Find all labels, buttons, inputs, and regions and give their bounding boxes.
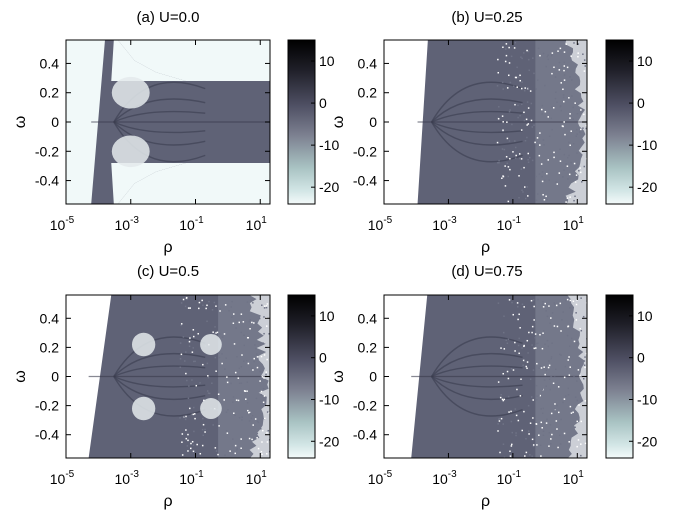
x-tick-label: 10-5 xyxy=(50,215,75,233)
colorbar-tick-label: 10 xyxy=(319,53,335,69)
colorbar-tick-label: -20 xyxy=(319,433,339,449)
x-tick-label: 10-3 xyxy=(432,215,457,233)
y-tick-label: -0.4 xyxy=(353,173,377,189)
x-tick-label: 101 xyxy=(563,215,585,233)
x-tick-label: 10-5 xyxy=(368,215,393,233)
speckle xyxy=(497,297,587,458)
fan-lines xyxy=(91,81,270,163)
x-axis-label: ρ xyxy=(481,239,490,256)
y-tick-label: -0.2 xyxy=(353,398,377,414)
colorbar-tick-label: 0 xyxy=(319,350,327,366)
panel-title: (a) U=0.0 xyxy=(137,9,200,26)
light-hole xyxy=(131,396,156,421)
density-map xyxy=(384,40,587,204)
density-map xyxy=(66,40,270,204)
y-tick-label: 0 xyxy=(369,369,377,385)
panel-title: (b) U=0.25 xyxy=(451,9,522,26)
x-tick-label: 10-1 xyxy=(497,215,522,233)
panel-c: (c) U=0.5 0.4 0.2 0 -0.2 -0.4 10-5 10-3 10-1 101 ρ… xyxy=(12,263,339,510)
colorbar-tick-label: -20 xyxy=(637,433,657,449)
x-tick-label: 10-1 xyxy=(497,469,522,487)
x-tick-label: 10-5 xyxy=(50,469,75,487)
colorbar-tick-label: 0 xyxy=(319,95,327,111)
colorbar-tick-label: -10 xyxy=(319,137,339,153)
colorbar-tick-label: -20 xyxy=(319,179,339,195)
x-tick-label: 10-1 xyxy=(179,215,204,233)
y-tick-label: -0.4 xyxy=(353,427,377,443)
panel-title: (d) U=0.75 xyxy=(451,263,522,280)
y-tick-label: 0 xyxy=(369,114,377,130)
colorbar-tick-label: -10 xyxy=(637,391,657,407)
x-axis-label: ρ xyxy=(163,239,172,256)
y-tick-label: 0 xyxy=(51,114,59,130)
y-tick-label: 0.2 xyxy=(358,85,378,101)
y-tick-label: 0.2 xyxy=(358,339,378,355)
colorbar-tick-label: 0 xyxy=(637,95,645,111)
x-axis-label: ρ xyxy=(163,493,172,510)
y-tick-label: 0.4 xyxy=(40,55,60,71)
panel-title: (c) U=0.5 xyxy=(137,263,199,280)
y-tick-label: 0.2 xyxy=(40,85,60,101)
light-hole xyxy=(131,332,156,357)
light-hole xyxy=(200,334,222,355)
light-hole xyxy=(200,398,222,419)
y-tick-label: 0.4 xyxy=(40,310,60,326)
y-tick-label: 0.4 xyxy=(358,310,378,326)
colorbar-tick-label: 10 xyxy=(637,308,653,324)
panel-d: (d) U=0.750.40.20-0.2-0.410-5 10-3 10-1 101… xyxy=(330,263,657,510)
y-tick-label: -0.4 xyxy=(35,427,59,443)
density-map xyxy=(66,295,270,458)
y-axis-label: ω xyxy=(330,116,347,129)
colorbar-tick-label: 10 xyxy=(637,53,653,69)
x-tick-label: 10-3 xyxy=(115,469,140,487)
x-tick-label: 101 xyxy=(246,215,268,233)
colorbar-tick-label: -10 xyxy=(319,391,339,407)
x-axis-label: ρ xyxy=(481,493,490,510)
x-tick-label: 101 xyxy=(246,469,268,487)
x-tick-label: 101 xyxy=(563,469,585,487)
light-hole xyxy=(111,76,150,109)
light-hole xyxy=(111,135,150,168)
x-tick-label: 10-1 xyxy=(179,469,204,487)
speckle xyxy=(496,41,587,203)
colorbar-tick-label: 10 xyxy=(319,308,335,324)
colorbar: 10 0 -10 -20 xyxy=(287,39,339,205)
colorbar: 10 0 -10 -20 xyxy=(605,39,657,205)
x-tick-label: 10-3 xyxy=(115,215,140,233)
colorbar-tick-label: -10 xyxy=(637,137,657,153)
colorbar-tick-label: 0 xyxy=(637,350,645,366)
y-tick-label: -0.2 xyxy=(353,143,377,159)
y-tick-label: 0 xyxy=(51,369,59,385)
colorbar: 10 0 -10 -20 xyxy=(605,294,657,459)
y-axis-label: ω xyxy=(330,370,347,383)
fan-lines xyxy=(411,336,587,417)
panel-a: (a) U=0.0 0.4 0.2 0 -0.2 -0.4 10-5 10-3 10-1 101 ρ… xyxy=(12,9,339,256)
density-map xyxy=(384,295,587,458)
colorbar: 10 0 -10 -20 xyxy=(287,294,339,459)
y-tick-label: 0.2 xyxy=(40,339,60,355)
gap-region xyxy=(111,163,186,204)
y-tick-label: 0.4 xyxy=(358,55,378,71)
panel-b: (b) U=0.250.40.20-0.2-0.410-5 10-3 10-1 101… xyxy=(330,9,657,256)
y-axis-label: ω xyxy=(12,370,29,383)
y-tick-label: -0.2 xyxy=(35,398,59,414)
x-tick-label: 10-3 xyxy=(432,469,457,487)
fan-lines xyxy=(417,81,587,163)
colorbar-tick-label: -20 xyxy=(637,179,657,195)
y-tick-label: -0.4 xyxy=(35,173,59,189)
x-tick-label: 10-5 xyxy=(368,469,393,487)
gap-region xyxy=(111,40,186,81)
y-tick-label: -0.2 xyxy=(35,143,59,159)
y-axis-label: ω xyxy=(12,116,29,129)
